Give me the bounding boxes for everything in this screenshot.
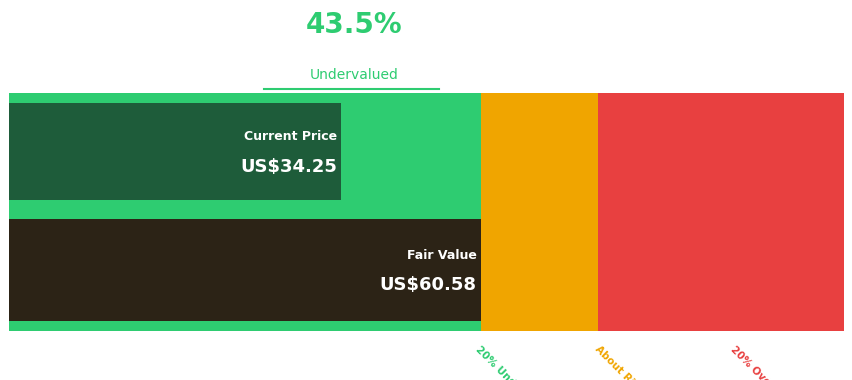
Text: 20% Undervalued: 20% Undervalued <box>474 344 554 380</box>
Text: US$34.25: US$34.25 <box>239 158 337 176</box>
Text: US$60.58: US$60.58 <box>379 277 476 294</box>
Bar <box>481 93 597 331</box>
Text: Current Price: Current Price <box>244 130 337 143</box>
Text: About Right: About Right <box>592 344 648 380</box>
Text: Fair Value: Fair Value <box>406 249 476 261</box>
Bar <box>9 103 341 201</box>
Text: Undervalued: Undervalued <box>309 68 398 82</box>
Text: 20% Overvalued: 20% Overvalued <box>728 344 802 380</box>
Text: 43.5%: 43.5% <box>305 11 402 40</box>
Bar <box>9 220 481 321</box>
Bar <box>597 93 843 331</box>
Bar <box>9 93 481 331</box>
